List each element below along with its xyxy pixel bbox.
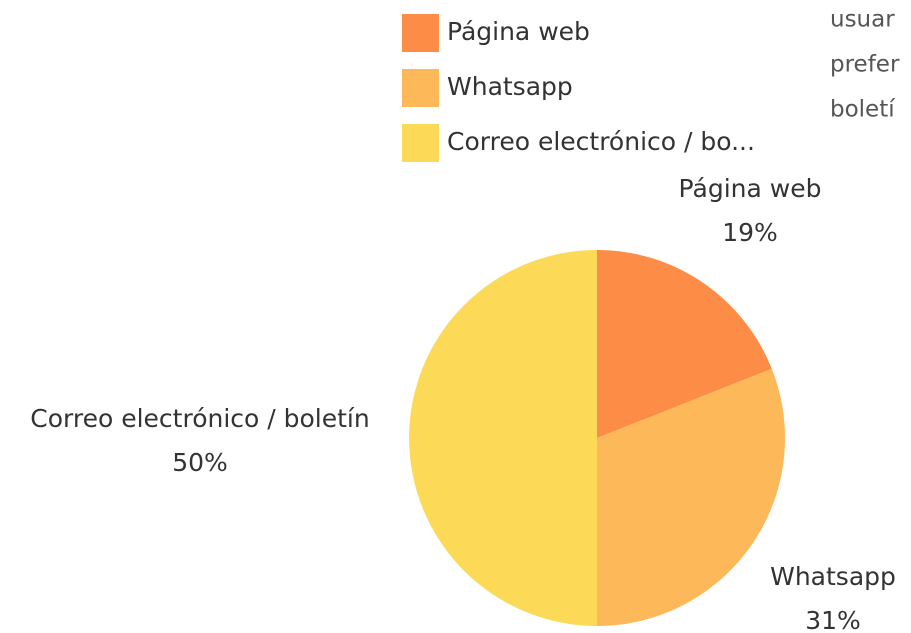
legend-swatch [402, 14, 439, 52]
side-text: prefer [830, 52, 900, 78]
slice-label: Página web [679, 174, 822, 203]
pie-slice [597, 368, 786, 626]
legend-label: Whatsapp [447, 72, 573, 101]
slice-label: Correo electrónico / boletín [30, 404, 369, 433]
side-text: boletí [830, 97, 895, 123]
slice-value: 19% [722, 218, 778, 247]
legend-swatch [402, 69, 439, 107]
slice-value: 31% [805, 606, 861, 633]
pie-slice [597, 250, 772, 438]
legend-label: Página web [447, 17, 590, 46]
slice-value: 50% [172, 448, 228, 477]
pie-slice [409, 250, 597, 626]
legend-label: Correo electrónico / bo... [447, 127, 755, 156]
slice-label: Whatsapp [770, 562, 896, 591]
side-text: usuar [830, 7, 895, 33]
legend-swatch [402, 124, 439, 162]
